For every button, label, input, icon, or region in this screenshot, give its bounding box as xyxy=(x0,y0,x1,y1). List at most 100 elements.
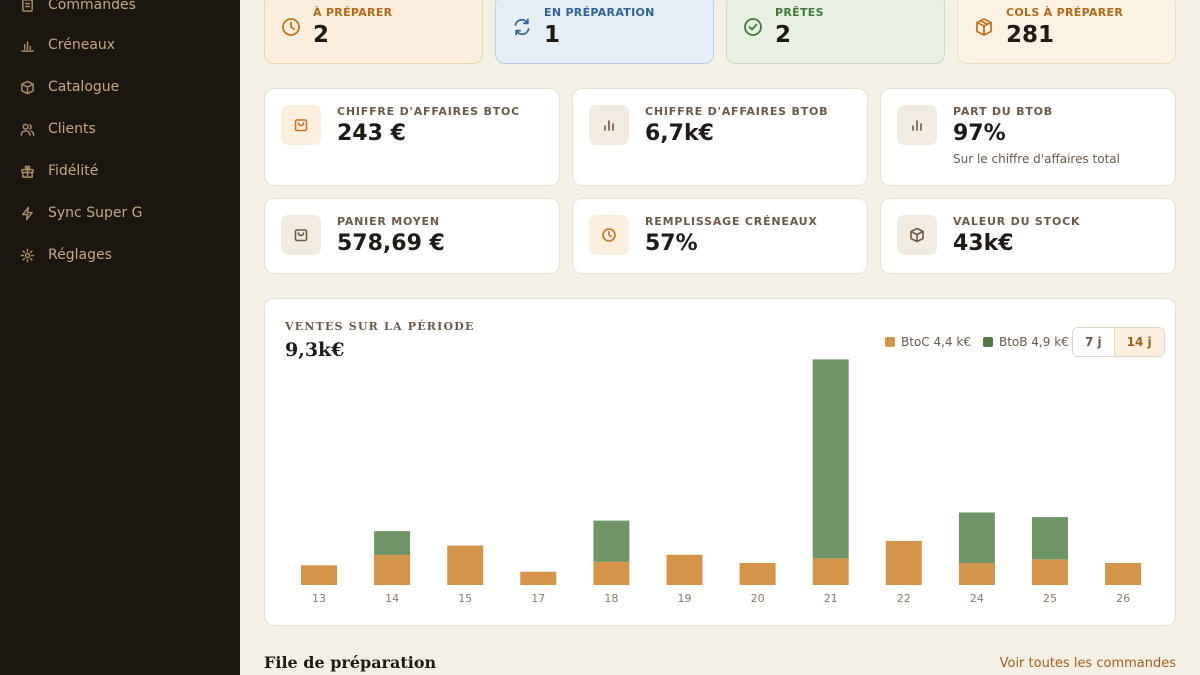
bar-btoc-25[interactable] xyxy=(1032,559,1068,586)
range-14-days-button[interactable]: 14 j xyxy=(1113,328,1164,356)
kpi-subtitle: Sur le chiffre d'affaires total xyxy=(953,152,1120,166)
legend-swatch-btob xyxy=(982,337,993,347)
sidebar-item-label: Réglages xyxy=(48,247,112,263)
x-tick-label: 18 xyxy=(604,592,618,605)
sidebar-item-label: Sync Super G xyxy=(48,205,143,221)
bar-chart-icon xyxy=(604,120,614,131)
kpi-label: CHIFFRE D'AFFAIRES BTOB xyxy=(645,105,829,118)
kpi-panier-moyen: PANIER MOYEN 578,69 € xyxy=(264,198,560,274)
sidebar-item-fidelite[interactable]: Fidélité xyxy=(20,159,98,183)
status-value: 1 xyxy=(544,22,561,48)
bar-btob-24[interactable] xyxy=(958,512,995,564)
sidebar: Commandes Créneaux Catalogue Clients Fid… xyxy=(0,0,240,675)
status-value: 2 xyxy=(775,22,792,48)
bar-btoc-15[interactable] xyxy=(447,545,484,585)
x-tick-label: 15 xyxy=(458,592,472,605)
bar-btoc-19[interactable] xyxy=(666,554,703,585)
kpi-label: PANIER MOYEN xyxy=(337,215,440,228)
legend-label-btoc: BtoC 4,4 k€ xyxy=(901,335,971,349)
kpi-value: 6,7k€ xyxy=(645,121,714,146)
box-icon xyxy=(21,80,34,94)
bar-btob-21[interactable] xyxy=(812,359,849,559)
kpi-label: CHIFFRE D'AFFAIRES BTOC xyxy=(337,105,521,118)
kpi-ca-btoc: CHIFFRE D'AFFAIRES BTOC 243 € xyxy=(264,88,560,186)
bar-btoc-26[interactable] xyxy=(1105,563,1142,585)
refresh-icon xyxy=(514,18,530,36)
x-tick-label: 14 xyxy=(385,592,399,605)
bar-btoc-13[interactable] xyxy=(301,565,337,585)
bar-btoc-14[interactable] xyxy=(374,554,411,585)
bar-btoc-24[interactable] xyxy=(958,563,995,585)
legend-item-btob: BtoB 4,9 k€ xyxy=(982,335,1069,349)
check-circle-icon xyxy=(744,18,762,36)
gift-icon xyxy=(21,165,34,178)
kpi-label: VALEUR DU STOCK xyxy=(953,215,1081,228)
bolt-icon xyxy=(22,206,33,220)
sidebar-item-label: Clients xyxy=(48,121,96,137)
clipboard-icon xyxy=(22,0,33,12)
chart-title: VENTES SUR LA PÉRIODE xyxy=(285,320,475,333)
x-tick-label: 26 xyxy=(1116,592,1130,605)
package-icon xyxy=(976,18,992,36)
bar-btoc-20[interactable] xyxy=(739,563,776,585)
bar-btoc-21[interactable] xyxy=(812,558,849,585)
status-card-a-preparer[interactable]: À PRÉPARER 2 xyxy=(264,0,483,64)
main-content: À PRÉPARER 2 EN PRÉPARATION 1 PRÊTES 2 C… xyxy=(240,0,1200,675)
kpi-label: REMPLISSAGE CRÉNEAUX xyxy=(645,215,818,228)
kpi-valeur-stock: VALEUR DU STOCK 43k€ xyxy=(880,198,1176,274)
x-tick-label: 22 xyxy=(897,592,911,605)
sidebar-item-sync[interactable]: Sync Super G xyxy=(20,201,143,225)
kpi-value: 243 € xyxy=(337,121,406,146)
x-tick-label: 17 xyxy=(531,592,545,605)
sidebar-item-reglages[interactable]: Réglages xyxy=(20,243,112,267)
range-7-days-button[interactable]: 7 j xyxy=(1073,328,1114,356)
range-toggle: 7 j 14 j xyxy=(1072,327,1165,357)
status-card-cols-a-preparer[interactable]: COLS À PRÉPARER 281 xyxy=(957,0,1176,64)
kpi-value: 97% xyxy=(953,121,1006,146)
bar-chart-icon xyxy=(21,40,34,52)
bar-btoc-22[interactable] xyxy=(885,540,922,585)
kpi-value: 57% xyxy=(645,231,698,256)
status-label: PRÊTES xyxy=(775,6,824,19)
bar-btob-18[interactable] xyxy=(593,520,630,562)
legend-swatch-btoc xyxy=(885,337,895,347)
kpi-value: 578,69 € xyxy=(337,231,445,256)
legend-label-btob: BtoB 4,9 k€ xyxy=(998,335,1069,349)
shopping-bag-icon xyxy=(294,119,308,132)
kpi-value: 43k€ xyxy=(953,231,1014,256)
users-icon xyxy=(20,123,35,136)
status-value: 2 xyxy=(313,22,330,48)
sidebar-item-clients[interactable]: Clients xyxy=(20,117,96,141)
status-value: 281 xyxy=(1006,22,1055,48)
x-tick-label: 13 xyxy=(312,592,326,605)
bar-btoc-18[interactable] xyxy=(593,561,630,585)
sidebar-item-commandes[interactable]: Commandes xyxy=(20,0,136,17)
status-label: À PRÉPARER xyxy=(313,6,393,19)
sidebar-item-label: Commandes xyxy=(48,0,136,13)
x-tick-label: 21 xyxy=(824,592,838,605)
bar-btob-25[interactable] xyxy=(1032,517,1068,560)
sidebar-item-label: Créneaux xyxy=(48,37,116,53)
clock-icon xyxy=(282,18,300,36)
sales-chart-card: 13 14 15 17 18 19 20 21 22 24 25 26 VENTES SUR LA P… xyxy=(264,298,1176,626)
kpi-ca-btob: CHIFFRE D'AFFAIRES BTOB 6,7k€ xyxy=(572,88,868,186)
package-icon xyxy=(910,227,924,243)
status-card-en-preparation[interactable]: EN PRÉPARATION 1 xyxy=(495,0,714,64)
bar-btoc-17[interactable] xyxy=(520,571,557,585)
sidebar-item-label: Fidélité xyxy=(48,163,99,179)
status-label: COLS À PRÉPARER xyxy=(1006,6,1124,19)
shopping-bag-icon xyxy=(294,229,308,242)
sidebar-item-catalogue[interactable]: Catalogue xyxy=(20,75,119,99)
chart-total: 9,3k€ xyxy=(285,339,345,361)
kpi-part-btob: PART DU BTOB 97% Sur le chiffre d'affair… xyxy=(880,88,1176,186)
x-tick-label: 24 xyxy=(970,592,984,605)
bar-btob-14[interactable] xyxy=(374,531,411,555)
gear-icon xyxy=(20,248,35,262)
x-tick-label: 25 xyxy=(1043,592,1057,605)
bar-chart-icon xyxy=(912,120,922,131)
status-card-pretes[interactable]: PRÊTES 2 xyxy=(726,0,945,64)
view-all-orders-link[interactable]: Voir toutes les commandes xyxy=(999,656,1176,671)
sidebar-item-creneaux[interactable]: Créneaux xyxy=(20,33,115,57)
clock-icon xyxy=(602,228,616,242)
x-tick-label: 20 xyxy=(751,592,765,605)
